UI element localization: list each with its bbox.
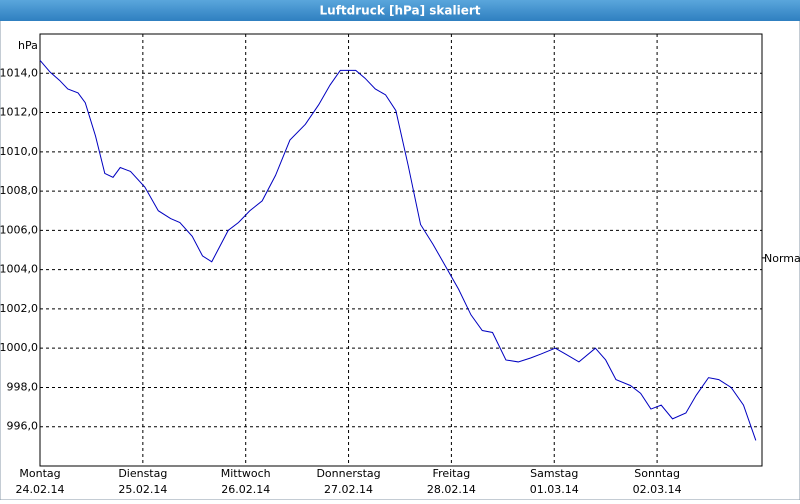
y-tick-label: 1006,0 [0, 223, 38, 236]
y-tick-label: 996,0 [7, 420, 39, 433]
y-tick-label: 1010,0 [0, 145, 38, 158]
x-tick-date: 25.02.14 [118, 483, 167, 496]
x-tick-date: 01.03.14 [530, 483, 579, 496]
x-tick-label: Freitag [433, 467, 471, 480]
x-tick-date: 02.03.14 [633, 483, 682, 496]
x-tick-label: Sonntag [634, 467, 680, 480]
x-tick-label: Donnerstag [316, 467, 380, 480]
normal-label: Normal [764, 252, 800, 265]
x-tick-date: 28.02.14 [427, 483, 476, 496]
x-tick-date: 26.02.14 [221, 483, 270, 496]
title-bar [0, 0, 800, 21]
y-axis-label: hPa [18, 39, 38, 52]
y-tick-label: 1012,0 [0, 106, 38, 119]
plot-border [39, 33, 763, 467]
y-tick-label: 1004,0 [0, 263, 38, 276]
plot-area [40, 34, 762, 466]
y-tick-label: 1002,0 [0, 302, 38, 315]
x-tick-label: Dienstag [118, 467, 167, 480]
y-tick-label: 1014,0 [0, 66, 38, 79]
x-tick-label: Samstag [530, 467, 578, 480]
x-tick-label: Mittwoch [221, 467, 271, 480]
x-tick-date: 24.02.14 [16, 483, 65, 496]
y-tick-label: 1008,0 [0, 184, 38, 197]
pressure-line [39, 59, 757, 441]
x-tick-label: Montag [19, 467, 60, 480]
chart-title: Luftdruck [hPa] skaliert [320, 4, 481, 18]
x-tick-date: 27.02.14 [324, 483, 373, 496]
y-tick-label: 998,0 [7, 380, 39, 393]
y-tick-label: 1000,0 [0, 341, 38, 354]
